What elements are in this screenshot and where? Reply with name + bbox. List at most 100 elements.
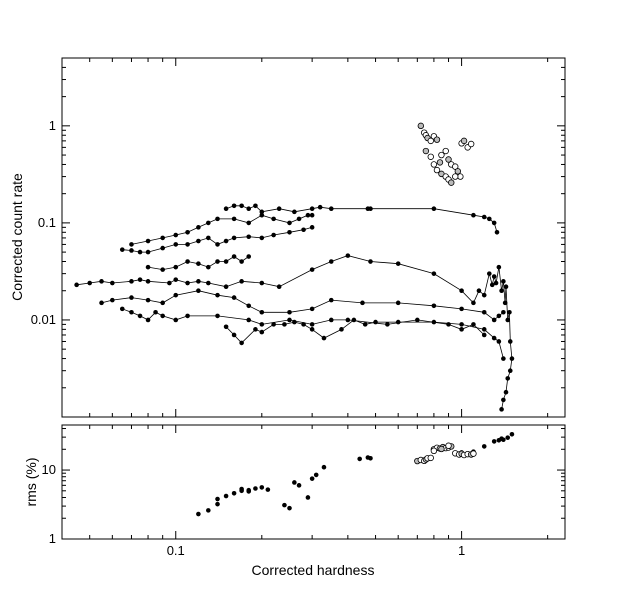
top-lines (76, 205, 513, 410)
data-point (145, 249, 151, 255)
data-point (99, 300, 104, 306)
data-point (491, 335, 497, 341)
data-point (489, 282, 495, 288)
data-point (223, 284, 229, 290)
bottom-ticks: 0.1 1 10 1 (42, 425, 565, 558)
data-point (317, 204, 323, 210)
data-point (313, 472, 319, 478)
data-point (321, 464, 327, 470)
data-point (287, 229, 292, 235)
data-point (276, 284, 282, 290)
data-point (196, 238, 201, 244)
data-point (309, 212, 315, 218)
data-point (309, 327, 315, 332)
open-point (448, 179, 455, 186)
bottom-y-axis-label: rms (%) (23, 458, 39, 507)
data-point (491, 317, 497, 323)
data-point (110, 280, 115, 286)
data-point (499, 407, 504, 412)
data-point (137, 249, 143, 255)
data-point (129, 295, 134, 300)
data-point (309, 225, 315, 230)
data-point (160, 300, 165, 306)
data-point (196, 288, 201, 294)
data-point (223, 259, 229, 264)
data-point (259, 209, 265, 215)
data-point (173, 264, 179, 270)
data-point (309, 206, 315, 212)
open-point (430, 447, 438, 455)
data-point (505, 376, 511, 381)
data-point (160, 245, 165, 251)
data-point (231, 490, 237, 496)
data-point (259, 329, 265, 335)
open-point (460, 137, 468, 145)
open-point (427, 137, 434, 145)
open-point (467, 140, 475, 148)
data-point (129, 242, 134, 247)
open-point (433, 136, 441, 143)
data-point (215, 292, 220, 298)
data-point (129, 279, 134, 284)
data-point (507, 368, 513, 373)
data-point (129, 309, 134, 315)
data-point (301, 322, 306, 327)
data-point (223, 493, 229, 499)
data-point (215, 313, 220, 319)
data-point (259, 309, 265, 315)
data-point (253, 203, 258, 209)
data-point (431, 206, 437, 212)
open-point (452, 163, 459, 170)
data-point (501, 356, 506, 361)
data-point (110, 297, 115, 303)
data-point (287, 309, 292, 315)
data-point (215, 216, 220, 222)
data-point (246, 303, 252, 309)
bottom-plot-frame (61, 424, 566, 540)
data-point (305, 495, 311, 500)
data-point (276, 206, 282, 212)
data-point (145, 238, 151, 244)
data-point (282, 322, 287, 327)
top-points (74, 122, 515, 412)
y-tick-label: 1 (49, 118, 56, 133)
data-point (231, 216, 237, 222)
data-point (246, 234, 252, 240)
data-point (196, 279, 201, 284)
data-point (360, 300, 365, 306)
data-point (129, 248, 134, 253)
data-point (185, 280, 190, 286)
data-point (507, 309, 512, 315)
open-point (445, 442, 452, 449)
data-point (292, 319, 297, 325)
y-tick-label: 0.01 (31, 312, 56, 327)
open-point (445, 156, 452, 163)
data-point (362, 322, 368, 327)
series-line (225, 205, 498, 233)
data-point (223, 324, 229, 330)
data-point (145, 317, 151, 323)
open-point (427, 454, 434, 462)
data-point (496, 264, 502, 270)
data-point (253, 486, 258, 491)
data-point (357, 456, 362, 462)
data-point (481, 214, 487, 220)
data-point (491, 274, 497, 279)
data-point (309, 306, 315, 312)
data-point (259, 280, 265, 286)
data-point (328, 259, 334, 264)
data-point (185, 242, 190, 247)
data-point (206, 220, 211, 226)
data-point (145, 264, 151, 270)
data-point (491, 439, 497, 444)
open-point (436, 159, 444, 166)
data-point (173, 242, 179, 247)
data-point (493, 280, 499, 286)
series-line (101, 290, 504, 321)
data-point (296, 216, 302, 222)
data-point (328, 297, 334, 303)
data-point (345, 317, 351, 323)
data-point (501, 437, 506, 443)
data-point (292, 209, 297, 215)
